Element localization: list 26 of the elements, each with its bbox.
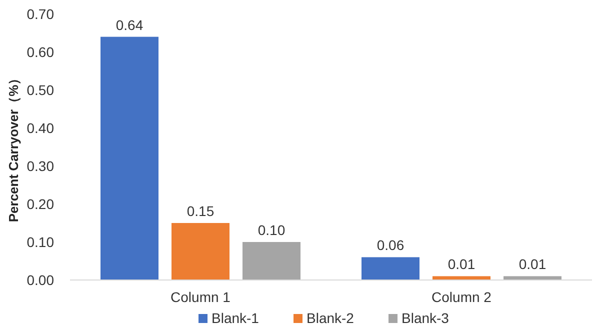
- y-tick-label: 0.10: [26, 234, 54, 250]
- legend-label: Blank-1: [212, 310, 260, 326]
- bar: [432, 276, 490, 280]
- data-label: 0.15: [186, 203, 214, 219]
- y-axis-title: Percent Carryover（%）: [6, 72, 21, 222]
- y-tick-label: 0.40: [26, 120, 54, 136]
- bar: [172, 223, 230, 280]
- x-tick-label: Column 1: [170, 289, 231, 305]
- bar: [242, 242, 300, 280]
- y-tick-label: 0.70: [26, 6, 54, 22]
- data-label: 0.06: [376, 237, 404, 254]
- bar: [362, 257, 420, 280]
- data-label: 0.01: [518, 256, 546, 272]
- legend-label: Blank-3: [402, 310, 450, 326]
- bar: [100, 36, 158, 280]
- legend-label: Blank-2: [306, 310, 354, 326]
- y-tick-label: 0.30: [26, 158, 54, 174]
- y-tick-label: 0.20: [26, 196, 54, 212]
- data-label: 0.01: [448, 256, 476, 272]
- data-label: 0.64: [116, 16, 144, 33]
- y-tick-label: 0.50: [26, 82, 54, 98]
- data-label: 0.10: [258, 222, 286, 238]
- y-tick-label: 0.00: [26, 272, 54, 288]
- x-tick-label: Column 2: [432, 289, 492, 305]
- y-tick-label: 0.60: [26, 44, 54, 60]
- bar: [504, 276, 562, 280]
